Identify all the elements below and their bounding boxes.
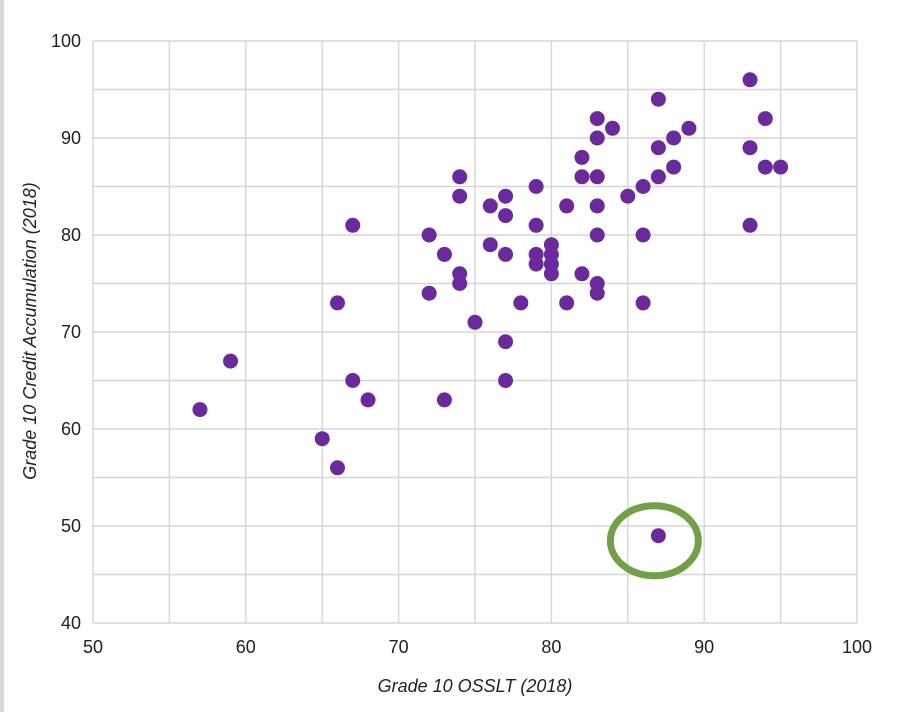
data-point — [528, 217, 544, 233]
data-point — [513, 295, 529, 311]
x-axis-ticks: 50 60 70 80 90 100 — [83, 637, 872, 657]
data-point — [559, 198, 575, 214]
data-point — [574, 169, 590, 185]
data-point — [589, 111, 605, 127]
data-point — [650, 528, 666, 544]
data-point — [360, 392, 376, 408]
data-point — [757, 159, 773, 175]
data-point — [452, 169, 468, 185]
data-point — [436, 246, 452, 262]
data-point — [742, 72, 758, 88]
data-point — [528, 179, 544, 194]
left-edge-divider — [0, 0, 4, 712]
data-point — [681, 120, 697, 136]
data-point — [528, 256, 544, 272]
data-point — [498, 188, 514, 204]
data-point — [498, 373, 514, 388]
x-axis-title: Grade 10 OSSLT (2018) — [378, 676, 573, 696]
data-points — [192, 72, 789, 544]
data-point — [452, 276, 468, 291]
data-point — [773, 159, 789, 175]
data-point — [498, 208, 514, 224]
data-point — [589, 198, 605, 214]
data-point — [314, 431, 330, 447]
data-point — [329, 460, 345, 476]
gridlines — [92, 40, 858, 624]
y-tick-label: 100 — [51, 31, 81, 51]
highlight-layer — [606, 502, 702, 580]
x-tick-label: 60 — [236, 637, 256, 657]
data-point — [192, 402, 208, 418]
data-point — [650, 169, 666, 185]
y-tick-label: 40 — [61, 613, 81, 633]
data-point — [421, 285, 437, 301]
data-point — [467, 314, 483, 330]
data-point — [620, 188, 636, 204]
data-point — [589, 285, 605, 301]
data-point — [345, 217, 361, 233]
data-point — [757, 111, 773, 127]
data-point — [574, 149, 590, 165]
data-point — [589, 169, 605, 185]
data-point — [605, 120, 621, 136]
data-point — [345, 373, 361, 388]
y-axis-title: Grade 10 Credit Accumulation (2018) — [20, 182, 40, 479]
data-point — [650, 140, 666, 156]
data-point — [589, 130, 605, 146]
data-point — [482, 237, 498, 253]
x-tick-label: 70 — [389, 637, 409, 657]
data-point — [436, 392, 452, 408]
data-point — [498, 246, 514, 262]
data-point — [650, 91, 666, 107]
y-tick-label: 70 — [61, 322, 81, 342]
data-point — [543, 266, 559, 282]
y-axis-ticks: 40 50 60 70 80 90 100 — [51, 31, 81, 633]
data-point — [635, 179, 651, 194]
data-point — [574, 266, 590, 282]
y-tick-label: 80 — [61, 225, 81, 245]
data-point — [666, 159, 682, 175]
data-point — [452, 188, 468, 204]
x-tick-label: 50 — [83, 637, 103, 657]
data-point — [635, 227, 651, 243]
data-point — [559, 295, 575, 311]
x-tick-label: 90 — [694, 637, 714, 657]
data-point — [223, 353, 239, 369]
data-point — [742, 140, 758, 156]
data-point — [329, 295, 345, 311]
data-point — [635, 295, 651, 311]
data-point — [666, 130, 682, 146]
x-tick-label: 80 — [541, 637, 561, 657]
outlier-highlight-circle — [606, 502, 702, 580]
x-tick-label: 100 — [842, 637, 872, 657]
data-point — [498, 334, 514, 350]
y-tick-label: 60 — [61, 419, 81, 439]
data-point — [482, 198, 498, 214]
data-point — [742, 217, 758, 233]
data-point — [589, 227, 605, 243]
data-point — [421, 227, 437, 243]
y-tick-label: 90 — [61, 128, 81, 148]
y-tick-label: 50 — [61, 516, 81, 536]
